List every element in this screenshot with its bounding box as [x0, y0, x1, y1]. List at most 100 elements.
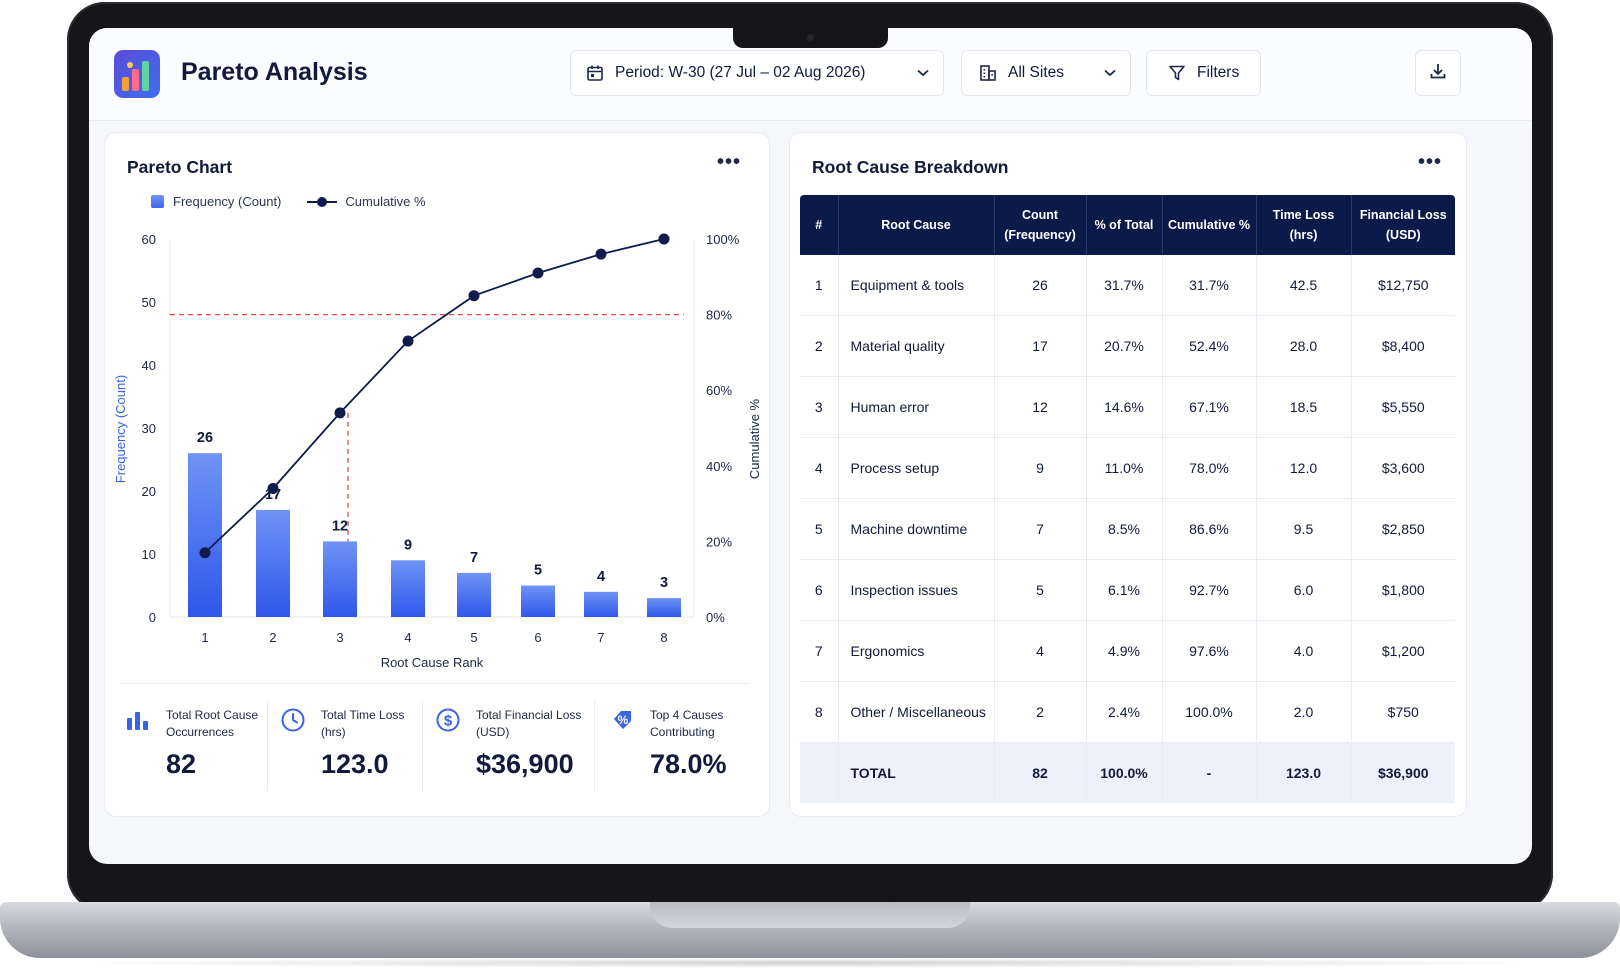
cell-cumulative: 97.6%: [1162, 620, 1257, 682]
legend-bar-swatch: [151, 195, 164, 208]
cell-cumulative: 92.7%: [1162, 559, 1257, 621]
stat-divider: [594, 701, 595, 791]
cell-cumulative: 86.6%: [1162, 498, 1257, 560]
cell-rank: 4: [800, 437, 839, 499]
stat-value: $36,900: [476, 749, 574, 779]
total-count: 82: [994, 742, 1087, 803]
cell-time-loss: 6.0: [1256, 559, 1352, 621]
table-row[interactable]: 7 Ergonomics 4 4.9% 97.6% 4.0 $1,200: [800, 620, 1455, 682]
stat-total-financial-loss: $ Total Financial Loss (USD) $36,900: [433, 701, 593, 791]
y-tick-label: 30: [142, 421, 156, 436]
cell-time-loss: 2.0: [1256, 681, 1352, 743]
total-time-loss: 123.0: [1256, 742, 1352, 803]
legend-line-label: Cumulative %: [345, 194, 426, 209]
cell-root-cause: Human error: [838, 376, 995, 438]
y2-tick-label: 80%: [706, 308, 732, 323]
cell-rank: 6: [800, 559, 839, 621]
pareto-chart-card: Pareto Chart ••• Frequency (Count) Cumul…: [104, 132, 770, 817]
header-financial-loss[interactable]: Financial Loss (USD): [1351, 195, 1455, 255]
header-root-cause[interactable]: Root Cause: [838, 195, 995, 255]
root-cause-breakdown-card: Root Cause Breakdown ••• # Root Cause Co…: [789, 132, 1467, 817]
stat-top-causes: % Top 4 Causes Contributing 78.0%: [607, 701, 747, 791]
cell-count: 17: [994, 315, 1087, 377]
total-cumulative: -: [1162, 742, 1257, 803]
filters-label: Filters: [1197, 64, 1240, 81]
table-row[interactable]: 4 Process setup 9 11.0% 78.0% 12.0 $3,600: [800, 437, 1455, 499]
cell-financial-loss: $5,550: [1351, 376, 1455, 438]
cumulative-point: [595, 248, 607, 260]
header-percent-total[interactable]: % of Total: [1086, 195, 1163, 255]
table-row[interactable]: 8 Other / Miscellaneous 2 2.4% 100.0% 2.0 $750: [800, 681, 1455, 743]
pareto-chart: 0 10 20 30 40 50 60 0% 20% 40% 60% 80% 100% Frequency…: [113, 232, 762, 670]
cumulative-point: [532, 267, 544, 279]
percent-icon: %: [607, 705, 637, 735]
bar-chart-icon: [123, 705, 153, 735]
y-tick-label: 10: [142, 547, 156, 562]
more-options-icon[interactable]: •••: [1418, 151, 1443, 173]
cell-count: 26: [994, 255, 1087, 316]
cell-root-cause: Other / Miscellaneous: [838, 681, 995, 743]
bar-data-label: 3: [660, 575, 668, 591]
cell-time-loss: 28.0: [1256, 315, 1352, 377]
stat-label: Top 4 Causes Contributing: [650, 708, 724, 739]
cell-time-loss: 18.5: [1256, 376, 1352, 438]
cumulative-point: [658, 233, 670, 245]
table-row[interactable]: 3 Human error 12 14.6% 67.1% 18.5 $5,550: [800, 376, 1455, 438]
cell-time-loss: 12.0: [1256, 437, 1352, 499]
svg-text:%: %: [618, 713, 629, 727]
total-financial-loss: $36,900: [1351, 742, 1455, 803]
cell-financial-loss: $3,600: [1351, 437, 1455, 499]
total-root-cause: TOTAL: [838, 742, 995, 803]
download-button[interactable]: [1415, 50, 1461, 96]
y2-axis-title: Cumulative %: [747, 398, 762, 479]
bar: [584, 591, 618, 617]
filters-button[interactable]: Filters: [1146, 50, 1261, 96]
sites-label: All Sites: [1008, 64, 1064, 81]
cell-root-cause: Machine downtime: [838, 498, 995, 560]
stat-total-time-loss: Total Time Loss (hrs) 123.0: [278, 701, 418, 791]
sites-selector[interactable]: All Sites: [961, 50, 1131, 96]
laptop-shadow: [40, 958, 1580, 968]
cell-count: 2: [994, 681, 1087, 743]
cell-root-cause: Process setup: [838, 437, 995, 499]
stat-divider: [267, 701, 268, 791]
cumulative-point: [199, 547, 211, 559]
period-label: Period:: [615, 64, 665, 81]
stat-divider: [422, 701, 423, 791]
cell-time-loss: 9.5: [1256, 498, 1352, 560]
table-row[interactable]: 2 Material quality 17 20.7% 52.4% 28.0 $8,400: [800, 315, 1455, 377]
header-rank[interactable]: #: [800, 195, 839, 255]
cell-cumulative: 100.0%: [1162, 681, 1257, 743]
cell-financial-loss: $1,200: [1351, 620, 1455, 682]
camera-icon: [807, 34, 814, 41]
cell-percent-total: 31.7%: [1086, 255, 1163, 316]
chart-legend: Frequency (Count) Cumulative %: [151, 194, 426, 209]
table-row[interactable]: 1 Equipment & tools 26 31.7% 31.7% 42.5 $12,75…: [800, 255, 1455, 316]
cell-rank: 5: [800, 498, 839, 560]
table-row[interactable]: 6 Inspection issues 5 6.1% 92.7% 6.0 $1,800: [800, 559, 1455, 621]
bar: [188, 453, 222, 617]
clock-icon: [278, 705, 308, 735]
table-row[interactable]: 5 Machine downtime 7 8.5% 86.6% 9.5 $2,850: [800, 498, 1455, 560]
header-count[interactable]: Count (Frequency): [994, 195, 1087, 255]
header-time-loss[interactable]: Time Loss (hrs): [1256, 195, 1352, 255]
period-selector[interactable]: Period: W-30 (27 Jul – 02 Aug 2026): [570, 50, 944, 96]
bar-data-label: 7: [470, 550, 478, 566]
app-header: Pareto Analysis Period: W-30 (27 Jul – 0…: [89, 28, 1532, 121]
cumulative-point: [334, 407, 346, 419]
bar-data-label: 26: [197, 430, 213, 446]
stats-separator: [119, 683, 749, 684]
y-tick-label: 60: [142, 232, 156, 247]
cell-percent-total: 14.6%: [1086, 376, 1163, 438]
stat-value: 82: [166, 749, 197, 779]
header-cumulative[interactable]: Cumulative %: [1162, 195, 1257, 255]
cell-percent-total: 8.5%: [1086, 498, 1163, 560]
cell-financial-loss: $12,750: [1351, 255, 1455, 316]
pareto-chart-title: Pareto Chart: [127, 157, 233, 177]
cell-count: 4: [994, 620, 1087, 682]
more-options-icon[interactable]: •••: [717, 151, 742, 173]
cumulative-point: [267, 482, 279, 494]
download-icon: [1428, 61, 1448, 86]
cell-rank: 7: [800, 620, 839, 682]
cell-percent-total: 2.4%: [1086, 681, 1163, 743]
